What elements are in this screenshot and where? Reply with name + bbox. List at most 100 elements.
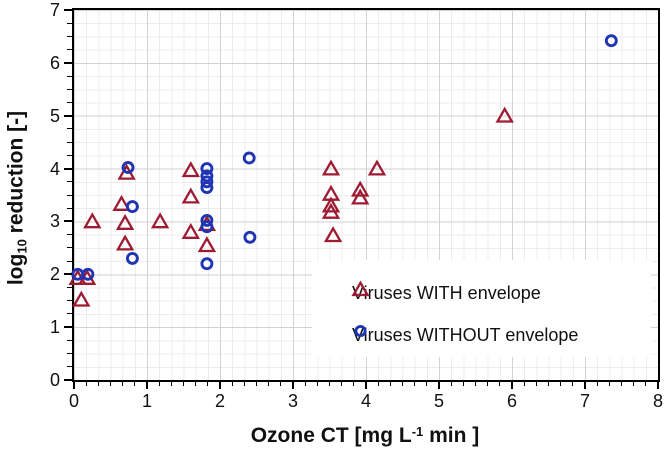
x-axis-minor-tick — [170, 382, 172, 386]
y-axis-minor-tick — [67, 22, 72, 24]
y-axis-major-tick — [64, 220, 72, 223]
x-axis-minor-tick — [134, 382, 136, 386]
data-point-circle — [81, 267, 95, 281]
x-axis-minor-tick — [183, 382, 184, 386]
y-axis-minor-tick — [67, 287, 72, 288]
x-axis-minor-tick — [548, 382, 549, 386]
x-axis-minor-tick — [596, 382, 598, 386]
x-axis-minor-tick — [304, 382, 306, 386]
x-axis-minor-tick — [85, 382, 87, 386]
y-axis-minor-tick — [67, 207, 72, 209]
y-tick-label: 3 — [49, 211, 60, 232]
data-point-circle — [200, 220, 214, 234]
y-axis-minor-tick — [67, 353, 72, 355]
y-tick-label: 0 — [49, 370, 60, 390]
data-point-triangle — [181, 187, 200, 204]
x-axis-title: Ozone CT [mg L-1 min ] — [70, 424, 660, 448]
x-axis-minor-tick — [499, 382, 501, 386]
y-axis-minor-tick — [67, 141, 72, 143]
data-point-circle — [125, 251, 139, 265]
x-axis-major-tick — [657, 382, 659, 389]
y-axis-minor-tick — [67, 154, 72, 156]
data-point-circle — [242, 151, 256, 165]
x-axis-minor-tick — [523, 382, 525, 386]
x-axis-major-tick — [219, 382, 221, 389]
y-tick-label: 6 — [49, 52, 60, 73]
data-point-triangle — [495, 106, 514, 123]
x-tick-label: 2 — [214, 391, 225, 411]
data-point-triangle — [72, 290, 91, 307]
data-point-triangle — [181, 161, 200, 178]
y-tick-label: 5 — [49, 105, 60, 126]
x-tick-label: 0 — [68, 391, 79, 411]
x-tick-label: 3 — [287, 391, 298, 411]
x-axis-minor-tick — [621, 382, 622, 386]
plot-area: Viruses WITH envelope Viruses WITHOUT en… — [68, 8, 660, 382]
y-tick-label: 7 — [49, 0, 60, 20]
x-axis-minor-tick — [487, 382, 489, 386]
y-axis-major-tick — [64, 379, 72, 381]
x-axis-major-tick — [511, 382, 513, 389]
x-axis-minor-tick — [122, 382, 124, 386]
data-point-triangle — [351, 188, 370, 205]
x-axis-minor-tick — [195, 382, 197, 386]
data-point-circle — [200, 213, 214, 227]
x-axis-minor-tick — [280, 382, 282, 386]
legend-item-viruses-with-envelope: Viruses WITH envelope — [351, 280, 541, 305]
legend-item-viruses-without-envelope: Viruses WITHOUT envelope — [352, 323, 578, 347]
y-axis-minor-tick — [67, 234, 72, 236]
y-tick-label: 4 — [49, 158, 60, 179]
y-axis-major-tick — [64, 273, 72, 276]
x-axis-minor-tick — [462, 382, 464, 386]
y-axis-minor-tick — [67, 102, 72, 103]
data-point-triangle — [112, 194, 131, 211]
y-axis-minor-tick — [67, 128, 72, 130]
legend: Viruses WITH envelope Viruses WITHOUT en… — [312, 260, 651, 357]
data-point-circle — [121, 161, 135, 174]
data-point-triangle — [197, 236, 217, 253]
x-axis-minor-tick — [572, 382, 574, 386]
x-axis-minor-tick — [535, 382, 537, 386]
x-axis-major-tick — [292, 382, 294, 389]
y-axis-minor-tick — [67, 35, 72, 37]
y-axis-title-prefix: log — [4, 253, 28, 286]
data-point-triangle — [351, 180, 370, 197]
y-tick-label: 1 — [49, 317, 60, 338]
x-axis-minor-tick — [645, 382, 647, 386]
x-axis-minor-tick — [341, 382, 343, 386]
data-point-circle — [125, 200, 139, 214]
x-axis-minor-tick — [256, 382, 257, 386]
data-point-triangle — [321, 159, 341, 176]
x-tick-label: 5 — [433, 391, 444, 411]
x-axis-minor-tick — [389, 382, 391, 386]
y-axis-minor-tick — [67, 88, 72, 90]
x-axis-minor-tick — [414, 382, 416, 386]
x-axis-minor-tick — [316, 382, 318, 386]
x-axis-minor-tick — [608, 382, 610, 386]
x-tick-label: 4 — [360, 391, 371, 411]
y-axis-minor-tick — [67, 260, 72, 262]
data-point-circle — [200, 175, 214, 189]
x-tick-label: 6 — [506, 391, 517, 411]
y-axis-major-tick — [64, 61, 72, 64]
data-point-triangle — [181, 222, 200, 239]
x-axis-major-tick — [438, 382, 440, 389]
y-axis-minor-tick — [67, 194, 72, 196]
x-axis-minor-tick — [97, 382, 99, 386]
x-axis-minor-tick — [426, 382, 428, 386]
x-axis-minor-tick — [268, 382, 270, 386]
x-axis-title-superscript: -1 — [411, 424, 424, 439]
data-point-triangle — [83, 212, 102, 229]
y-axis-major-tick — [64, 326, 72, 329]
legend-label-with-envelope: Viruses WITH envelope — [352, 283, 541, 303]
y-axis-minor-tick — [67, 181, 72, 183]
x-axis-title-prefix: Ozone CT [mg L — [250, 424, 412, 447]
x-axis-minor-tick — [243, 382, 245, 386]
data-point-triangle — [321, 196, 341, 213]
plot-svg — [68, 34, 618, 307]
y-axis-minor-tick — [67, 313, 72, 315]
data-point-triangle — [321, 202, 341, 219]
x-tick-label: 1 — [141, 391, 152, 411]
y-axis-major-tick — [64, 114, 72, 117]
y-axis-minor-tick — [67, 49, 72, 51]
